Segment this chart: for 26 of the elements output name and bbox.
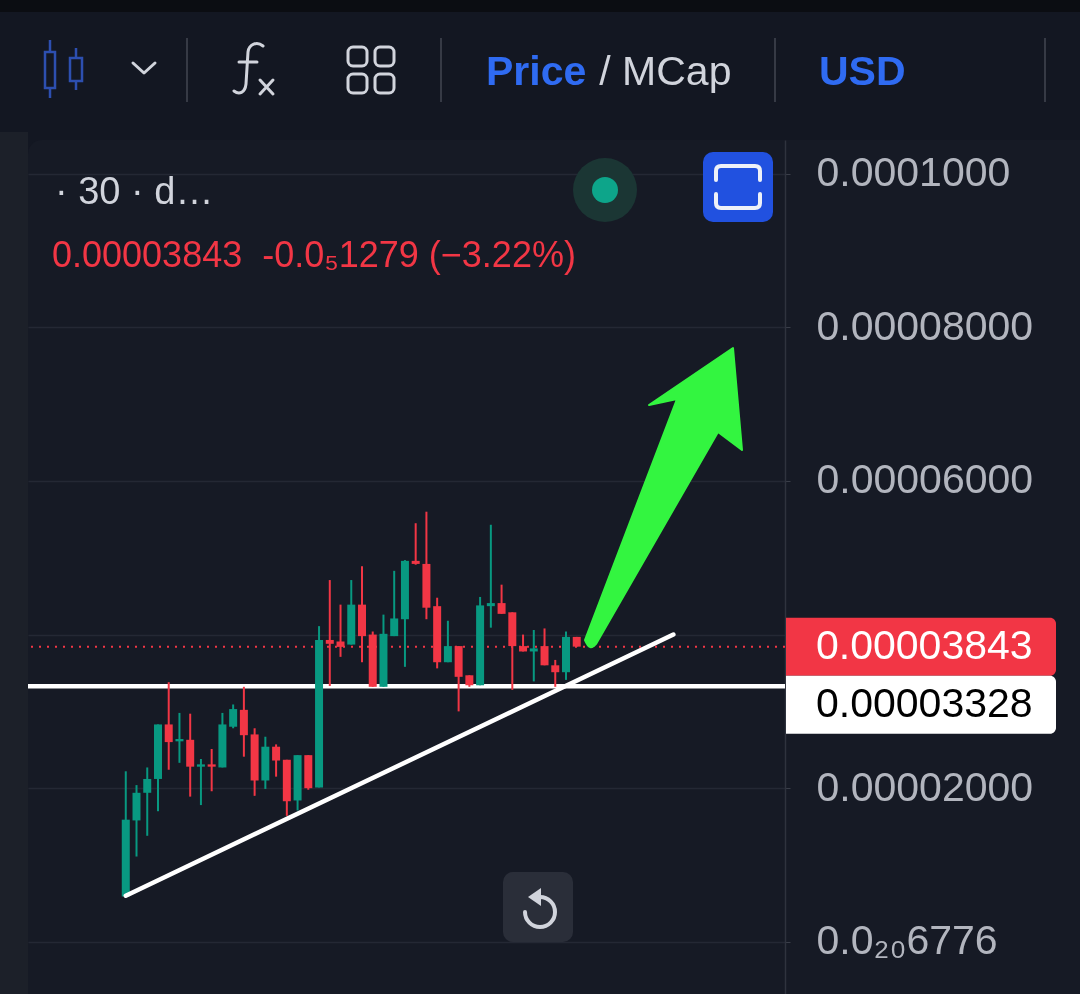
candlestick bbox=[497, 583, 506, 615]
candlestick bbox=[143, 766, 152, 837]
text: 0.00003843 -0.0₅1279 (−3.22%) bbox=[52, 233, 576, 276]
ref-line-label: 0.00003328 bbox=[816, 679, 1033, 726]
candlestick bbox=[529, 628, 538, 683]
y-tick-label: 0.0001000 bbox=[816, 149, 1011, 196]
candlestick bbox=[411, 522, 420, 566]
candlestick bbox=[443, 619, 452, 664]
candlestick bbox=[229, 703, 238, 730]
candlestick bbox=[540, 627, 549, 667]
y-tick-label: 0.0₂₀6776 bbox=[816, 917, 998, 964]
ref-line-label: 0.00003843 bbox=[816, 621, 1033, 668]
text: Price bbox=[486, 47, 587, 95]
candlestick bbox=[196, 758, 205, 807]
candlestick bbox=[164, 681, 173, 771]
y-tick-label: 0.00008000 bbox=[816, 302, 1034, 349]
candlestick bbox=[486, 523, 495, 629]
candlestick bbox=[551, 658, 560, 688]
y-tick-label: 0.00006000 bbox=[816, 456, 1034, 503]
text: / MCap bbox=[599, 47, 732, 95]
text: · 30 · d… bbox=[55, 169, 214, 214]
text: USD bbox=[819, 47, 906, 95]
candlestick bbox=[207, 748, 216, 793]
candlestick bbox=[390, 569, 399, 638]
y-tick-label: 0.00002000 bbox=[816, 763, 1034, 810]
candlestick bbox=[272, 743, 281, 778]
